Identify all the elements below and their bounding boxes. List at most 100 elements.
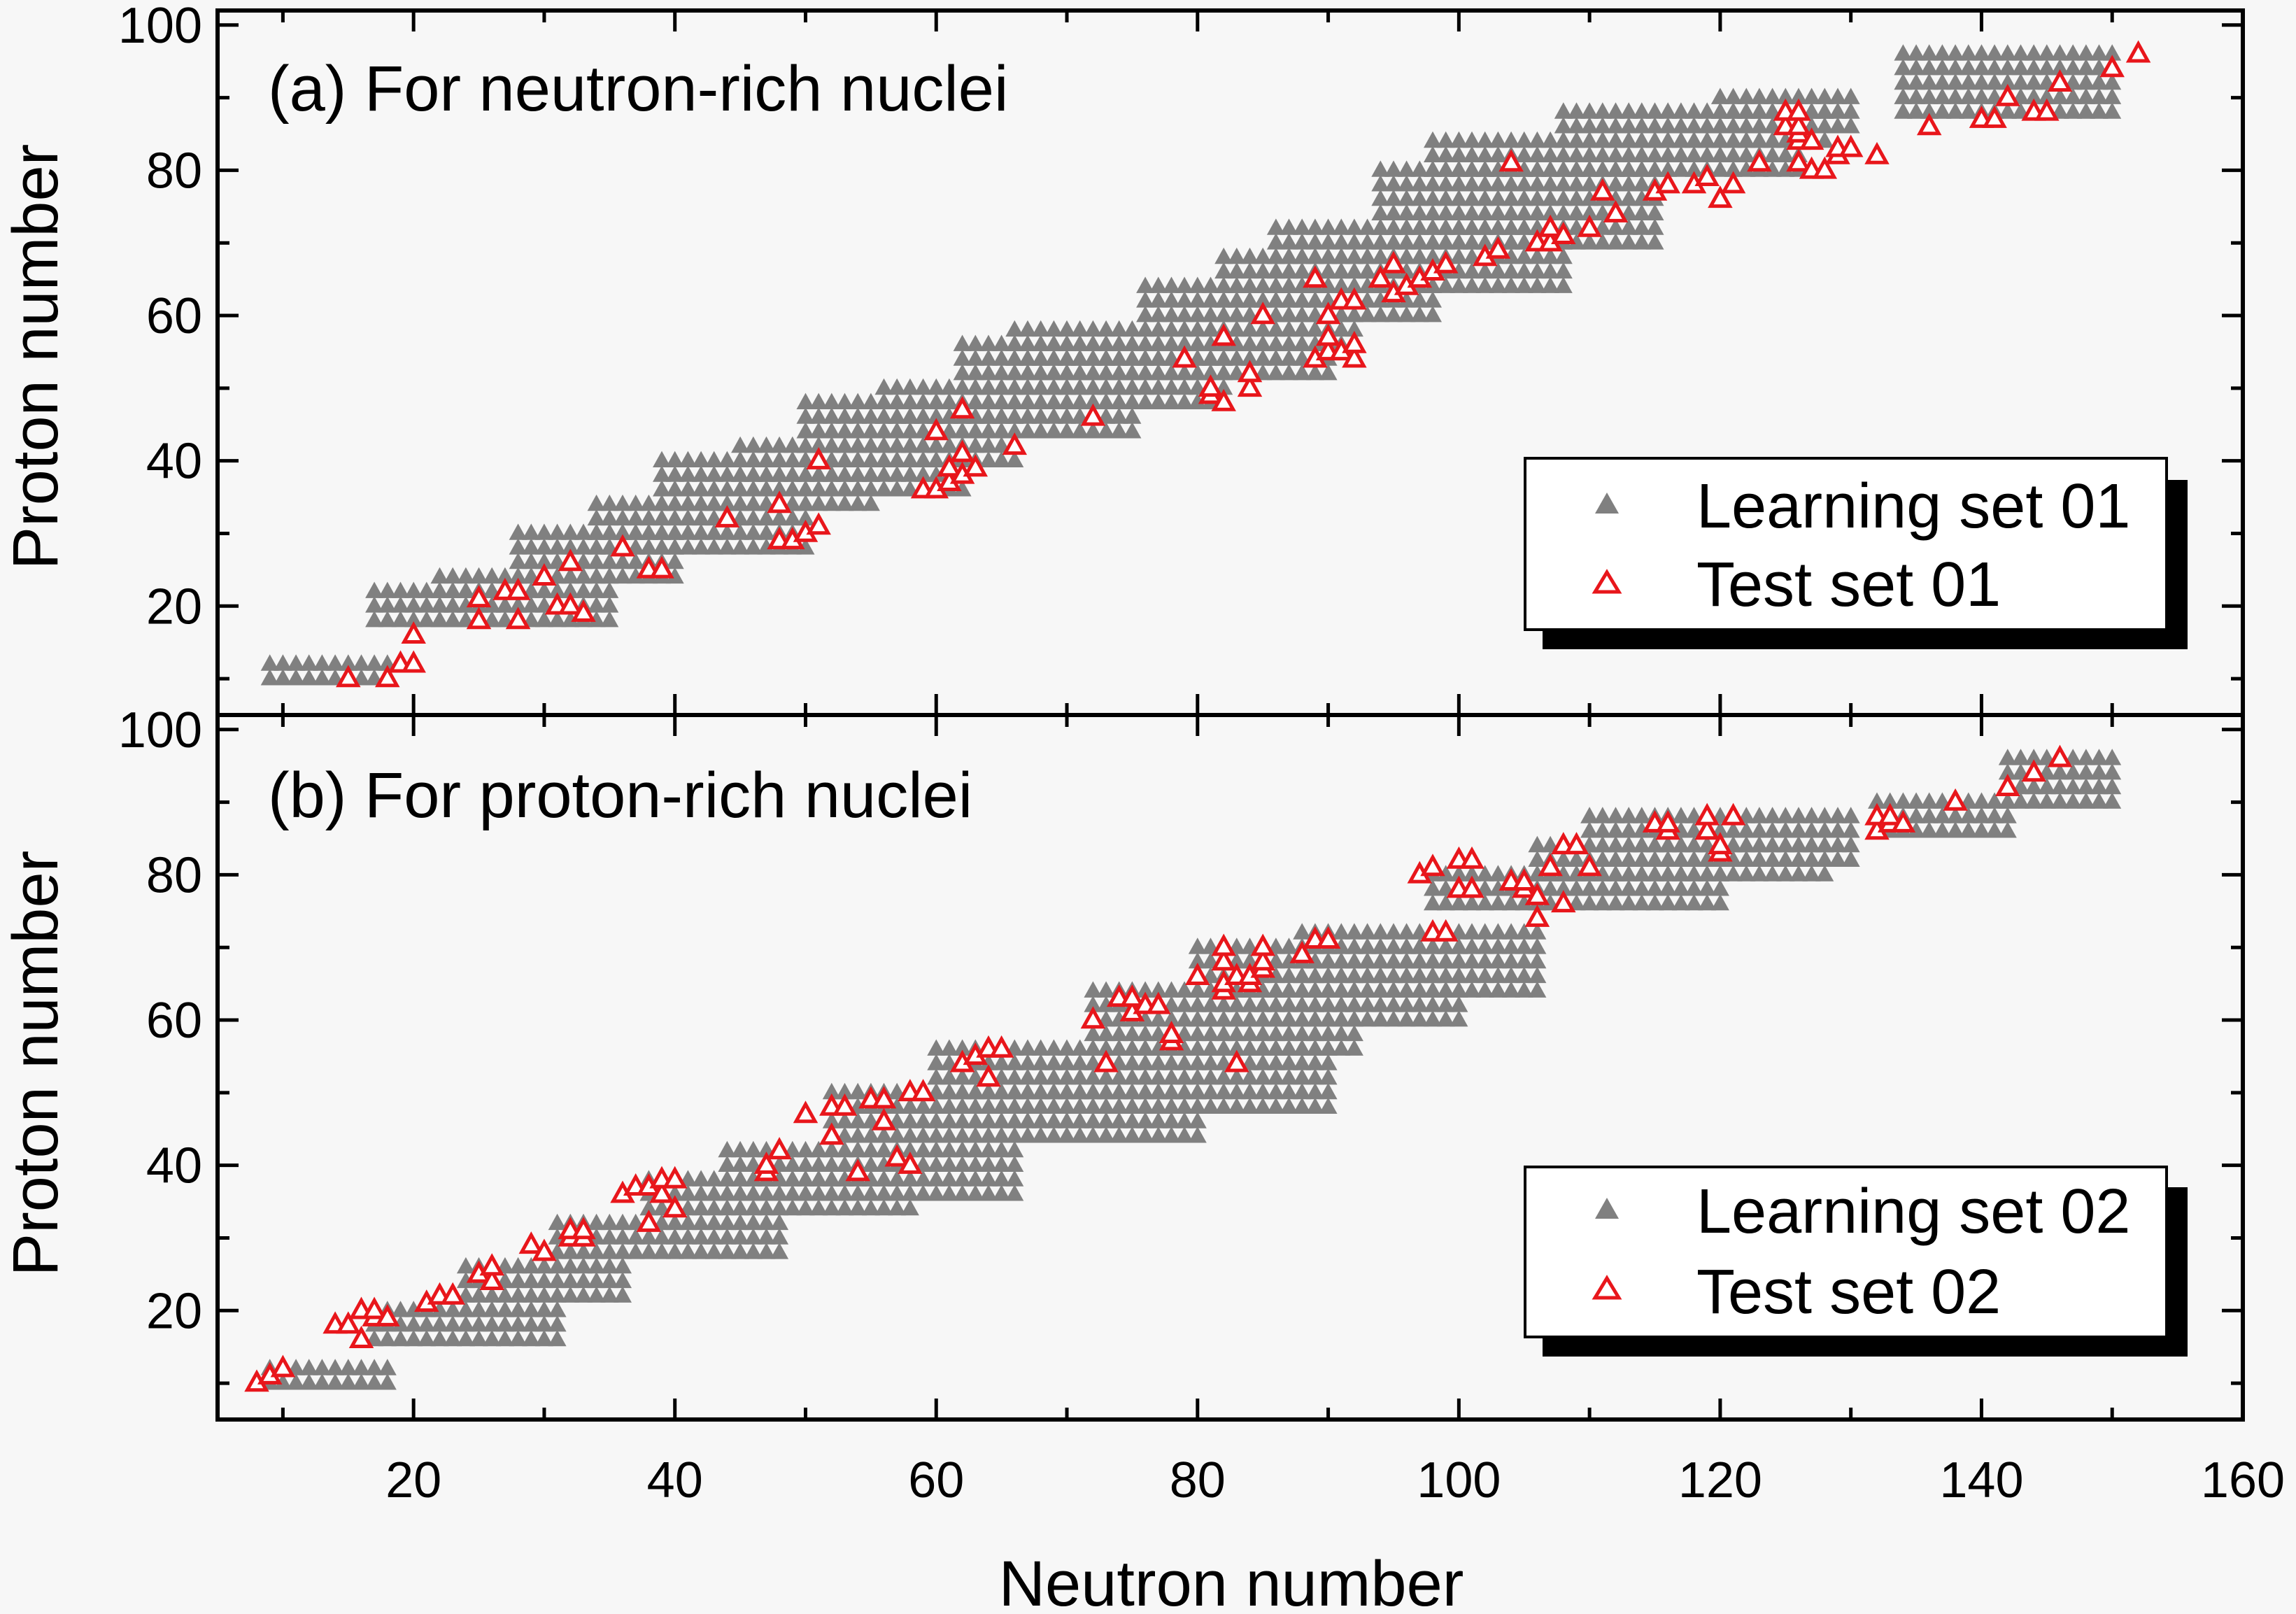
learning-point [822,1140,841,1158]
learning-point [1580,117,1599,134]
learning-point [1541,879,1560,896]
learning-point [1632,204,1651,220]
learning-point [1358,247,1377,264]
test-point [1459,846,1484,869]
learning-point [483,1286,502,1303]
learning-point [417,1315,436,1332]
learning-point [822,1155,841,1172]
learning-point [1044,349,1063,366]
learning-point [1345,937,1363,954]
learning-point [1593,865,1612,882]
learning-point [1254,320,1273,337]
test-point [1511,868,1537,891]
learning-point [1332,1039,1351,1056]
learning-point [444,581,462,598]
learning-point [1698,102,1717,119]
learning-point [1136,1082,1155,1100]
learning-point [2076,763,2095,780]
learning-point [1436,966,1455,984]
learning-point [1671,131,1690,148]
learning-point [1005,334,1024,351]
learning-point [1305,291,1324,308]
learning-point [1972,44,1991,61]
learning-point [1332,1010,1351,1027]
learning-point [953,1039,972,1056]
learning-point [1567,131,1586,148]
learning-point [339,1359,357,1375]
learning-point [1240,320,1259,337]
learning-point [665,1213,684,1231]
learning-point [1070,334,1089,351]
learning-point [1632,865,1651,882]
legend-b-box [1524,1166,2168,1338]
learning-point [1175,392,1194,409]
learning-point [731,436,750,453]
learning-point [1123,1054,1142,1070]
learning-point [1266,1097,1285,1114]
learning-point [2076,102,2095,119]
learning-point [1671,850,1690,867]
y-tick-label: 80 [146,847,202,903]
learning-point [704,1213,723,1231]
learning-point [1110,422,1128,439]
learning-point [495,1301,514,1317]
learning-point [665,567,684,584]
learning-point [1475,218,1494,235]
y-tick-label: 100 [118,702,202,758]
learning-point [1305,1024,1324,1042]
learning-point [1998,73,2017,90]
learning-point [1293,981,1312,998]
learning-point [1254,1097,1273,1114]
learning-point [1201,291,1220,308]
learning-point [1698,146,1717,162]
learning-point [1920,807,1939,823]
learning-point [1305,233,1324,250]
learning-point [927,465,946,482]
learning-point [1737,865,1756,882]
learning-point [1110,1068,1128,1085]
learning-point [718,1184,737,1201]
learning-point [1319,981,1338,998]
test-point [1720,802,1746,826]
learning-point [600,611,619,628]
learning-point [1227,247,1246,264]
learning-point [313,654,332,671]
learning-point [534,1315,553,1332]
learning-point [1880,792,1899,809]
learning-point [744,1228,763,1245]
learning-point [1371,1010,1390,1027]
learning-point [1175,1010,1194,1027]
learning-point [692,1213,711,1231]
learning-point [1424,175,1442,192]
learning-point [744,494,763,511]
learning-point [2037,792,2056,809]
learning-point [888,392,907,409]
learning-point [1502,893,1521,911]
learning-point [1750,87,1769,104]
test-point [1211,948,1236,971]
learning-point [809,392,828,409]
learning-point [1319,1010,1338,1027]
learning-point [1620,146,1638,162]
learning-point [809,436,828,453]
learning-point [1123,1112,1142,1128]
learning-point [992,1112,1011,1128]
learning-point [2103,102,2122,119]
learning-point [1240,1039,1259,1056]
learning-point [561,1286,580,1303]
learning-point [861,494,880,511]
learning-point [796,465,815,482]
learning-point [1959,73,1978,90]
learning-point [757,1184,776,1201]
test-point [1080,1006,1106,1029]
learning-point [914,465,933,482]
learning-point [822,436,841,453]
learning-point [1763,821,1782,838]
learning-point [1776,160,1795,177]
learning-point [966,349,985,366]
learning-point [1384,204,1403,220]
learning-point [665,451,684,467]
learning-point [1031,407,1050,424]
learning-point [1188,392,1207,409]
learning-point [1541,262,1560,279]
